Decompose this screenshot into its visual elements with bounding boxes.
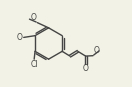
Text: O: O (93, 46, 99, 55)
Text: O: O (17, 33, 23, 42)
Text: O: O (83, 64, 89, 73)
Text: Cl: Cl (31, 60, 38, 69)
Text: O: O (30, 13, 36, 22)
